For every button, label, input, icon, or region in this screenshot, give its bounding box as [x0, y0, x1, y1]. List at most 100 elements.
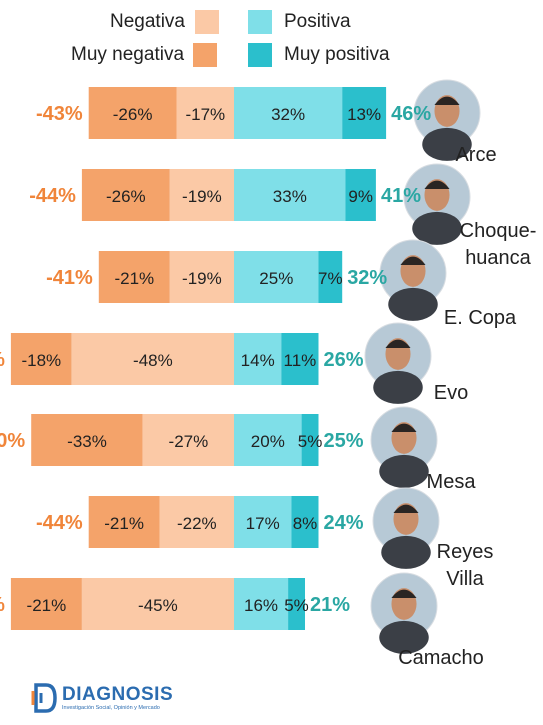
bar-positiva-2: [234, 169, 346, 221]
bar-label-muy-positiva-1: 13%: [347, 105, 381, 124]
legend-label-muy-negativa: Muy negativa: [71, 44, 185, 65]
arce-photo: [413, 79, 481, 161]
bar-positiva-3: [234, 251, 319, 303]
bar-muy-negativa-7: [10, 578, 82, 630]
camacho-photo: [370, 572, 438, 654]
bar-muy-negativa-1: [88, 87, 177, 139]
bar-negativa-6: [159, 496, 234, 548]
legend-swatch-muy-positiva: [248, 43, 272, 67]
bar-muy-positiva-3: [318, 251, 343, 303]
bar-muy-positiva-1: [342, 87, 387, 139]
reyes-villa-photo: [372, 487, 440, 569]
bar-muy-negativa-5: [31, 414, 143, 466]
bar-positiva-5: [234, 414, 302, 466]
net-negative-label-6: -44%: [36, 512, 83, 534]
bar-label-positiva-6: 17%: [246, 514, 280, 533]
labels-layer: -26% -17% 32% 13% -43% 46% Arce -26% -19% 33% 9% -4…: [0, 103, 536, 669]
net-negative-label-1: -43%: [36, 103, 83, 125]
bar-label-negativa-2: -19%: [182, 187, 222, 206]
bar-label-positiva-5: 20%: [251, 432, 285, 451]
legend-item-muy-negativa: Muy negativa: [71, 43, 218, 67]
legend-item-muy-positiva: Muy positiva: [248, 43, 390, 67]
bar-label-negativa-1: -17%: [185, 105, 225, 124]
net-positive-label-2: 41%: [381, 185, 421, 207]
bar-label-positiva-1: 32%: [271, 105, 305, 124]
bar-label-muy-negativa-5: -33%: [67, 432, 107, 451]
bar-negativa-4: [71, 333, 234, 385]
brand-tagline: Investigación Social, Opinión y Mercado: [62, 704, 160, 711]
bar-label-muy-negativa-4: -18%: [21, 351, 61, 370]
candidate-name-6-line-2: Villa: [446, 568, 484, 590]
candidate-name-1: Arce: [455, 144, 496, 166]
bar-label-positiva-2: 33%: [273, 187, 307, 206]
bar-positiva-7: [234, 578, 289, 630]
bar-label-negativa-6: -22%: [177, 514, 217, 533]
bar-negativa-3: [169, 251, 234, 303]
bar-negativa-7: [81, 578, 235, 630]
bar-positiva-6: [234, 496, 292, 548]
evo-photo: [364, 322, 432, 404]
bar-negativa-2: [169, 169, 234, 221]
copa-photo: [379, 239, 447, 321]
bar-label-muy-negativa-6: -21%: [104, 514, 144, 533]
net-positive-label-4: 26%: [324, 349, 364, 371]
bar-label-positiva-4: 14%: [241, 351, 275, 370]
chart-legend: Negativa Muy negativa Positiva Muy posit…: [0, 0, 543, 80]
legend-swatch-negativa: [195, 10, 219, 34]
bar-label-negativa-3: -19%: [182, 269, 222, 288]
brand-name: DIAGNOSIS: [62, 683, 174, 705]
diagnosis-logo-icon: [30, 681, 58, 715]
bar-negativa-1: [176, 87, 234, 139]
candidate-name-5: Mesa: [427, 471, 477, 493]
bar-label-negativa-4: -48%: [133, 351, 173, 370]
bar-muy-positiva-5: [301, 414, 319, 466]
photos-layer: [364, 79, 481, 654]
bar-muy-positiva-6: [291, 496, 319, 548]
bar-label-muy-negativa-2: -26%: [106, 187, 146, 206]
candidate-name-6-line-1: Reyes: [437, 541, 494, 563]
bar-muy-positiva-4: [281, 333, 319, 385]
bar-label-muy-positiva-6: 8%: [293, 514, 318, 533]
bar-label-positiva-3: 25%: [259, 269, 293, 288]
legend-label-muy-positiva: Muy positiva: [284, 44, 390, 65]
bar-label-muy-positiva-2: 9%: [348, 187, 373, 206]
bar-label-positiva-7: 16%: [244, 596, 278, 615]
bar-label-muy-positiva-3: 7%: [318, 269, 343, 288]
bars-layer: [10, 87, 387, 630]
candidate-name-4: Evo: [434, 382, 468, 404]
net-negative-label-5: -60%: [0, 430, 25, 452]
bar-label-muy-negativa-3: -21%: [114, 269, 154, 288]
bar-label-muy-positiva-4: 11%: [284, 351, 317, 370]
candidate-name-2-line-2: huanca: [465, 247, 531, 269]
candidate-name-7: Camacho: [398, 647, 484, 669]
bar-muy-negativa-4: [10, 333, 72, 385]
net-negative-label-3: -41%: [46, 267, 93, 289]
net-positive-label-3: 32%: [347, 267, 387, 289]
brand-logo: DIAGNOSIS Investigación Social, Opinión …: [30, 681, 173, 715]
net-negative-label-4: -66%: [0, 349, 5, 371]
bar-muy-positiva-7: [288, 578, 305, 630]
legend-item-positiva: Positiva: [248, 10, 351, 34]
candidate-name-2-line-1: Choque-: [460, 220, 537, 242]
bar-label-muy-positiva-7: 5%: [284, 596, 309, 615]
net-positive-label-7: 21%: [310, 594, 350, 616]
bar-label-muy-negativa-7: -21%: [27, 596, 67, 615]
net-negative-label-7: -66%: [0, 594, 5, 616]
bar-negativa-5: [142, 414, 234, 466]
candidate-name-3: E. Copa: [444, 307, 517, 329]
bar-positiva-1: [234, 87, 343, 139]
mesa-photo: [370, 406, 438, 488]
legend-swatch-muy-negativa: [193, 43, 218, 67]
bar-positiva-4: [234, 333, 282, 385]
bar-muy-negativa-6: [88, 496, 160, 548]
net-positive-label-6: 24%: [324, 512, 364, 534]
bar-muy-positiva-2: [345, 169, 376, 221]
legend-swatch-positiva: [248, 10, 272, 34]
bar-muy-negativa-3: [98, 251, 170, 303]
bar-label-muy-negativa-1: -26%: [113, 105, 153, 124]
legend-label-negativa: Negativa: [110, 11, 185, 32]
net-positive-label-1: 46%: [391, 103, 431, 125]
bar-label-negativa-5: -27%: [169, 432, 209, 451]
choquehuanca-photo: [403, 163, 471, 245]
